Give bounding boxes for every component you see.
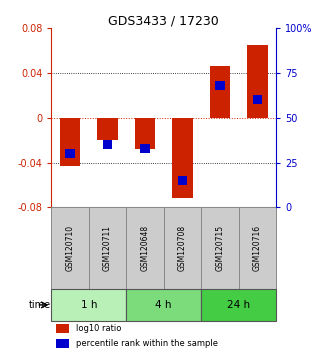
Bar xyxy=(51,289,126,321)
Text: 4 h: 4 h xyxy=(155,300,172,310)
Text: GSM120648: GSM120648 xyxy=(141,225,150,271)
Bar xyxy=(201,207,239,289)
Bar xyxy=(103,140,112,149)
Bar xyxy=(89,207,126,289)
Text: percentile rank within the sample: percentile rank within the sample xyxy=(76,339,218,348)
Text: GSM120710: GSM120710 xyxy=(65,225,74,271)
Bar xyxy=(140,144,150,153)
Bar xyxy=(164,207,201,289)
Bar xyxy=(239,207,276,289)
Text: log10 ratio: log10 ratio xyxy=(76,324,121,333)
Bar xyxy=(210,66,230,118)
Text: time: time xyxy=(29,300,51,310)
Title: GDS3433 / 17230: GDS3433 / 17230 xyxy=(108,14,219,27)
Bar xyxy=(126,207,164,289)
Bar xyxy=(97,118,118,140)
Bar xyxy=(215,81,225,90)
Bar xyxy=(65,149,75,158)
Text: GSM120715: GSM120715 xyxy=(215,225,224,271)
Bar xyxy=(178,176,187,185)
Bar xyxy=(135,118,155,149)
Text: GSM120708: GSM120708 xyxy=(178,225,187,271)
Bar xyxy=(247,45,268,118)
Bar xyxy=(51,207,89,289)
Bar xyxy=(56,324,69,333)
Bar xyxy=(201,289,276,321)
Bar xyxy=(253,96,262,104)
Bar xyxy=(60,118,80,166)
Text: 1 h: 1 h xyxy=(81,300,97,310)
Bar xyxy=(172,118,193,198)
Bar xyxy=(126,289,201,321)
Bar xyxy=(56,339,69,348)
Text: GSM120711: GSM120711 xyxy=(103,225,112,271)
Text: GSM120716: GSM120716 xyxy=(253,225,262,271)
Text: 24 h: 24 h xyxy=(227,300,250,310)
